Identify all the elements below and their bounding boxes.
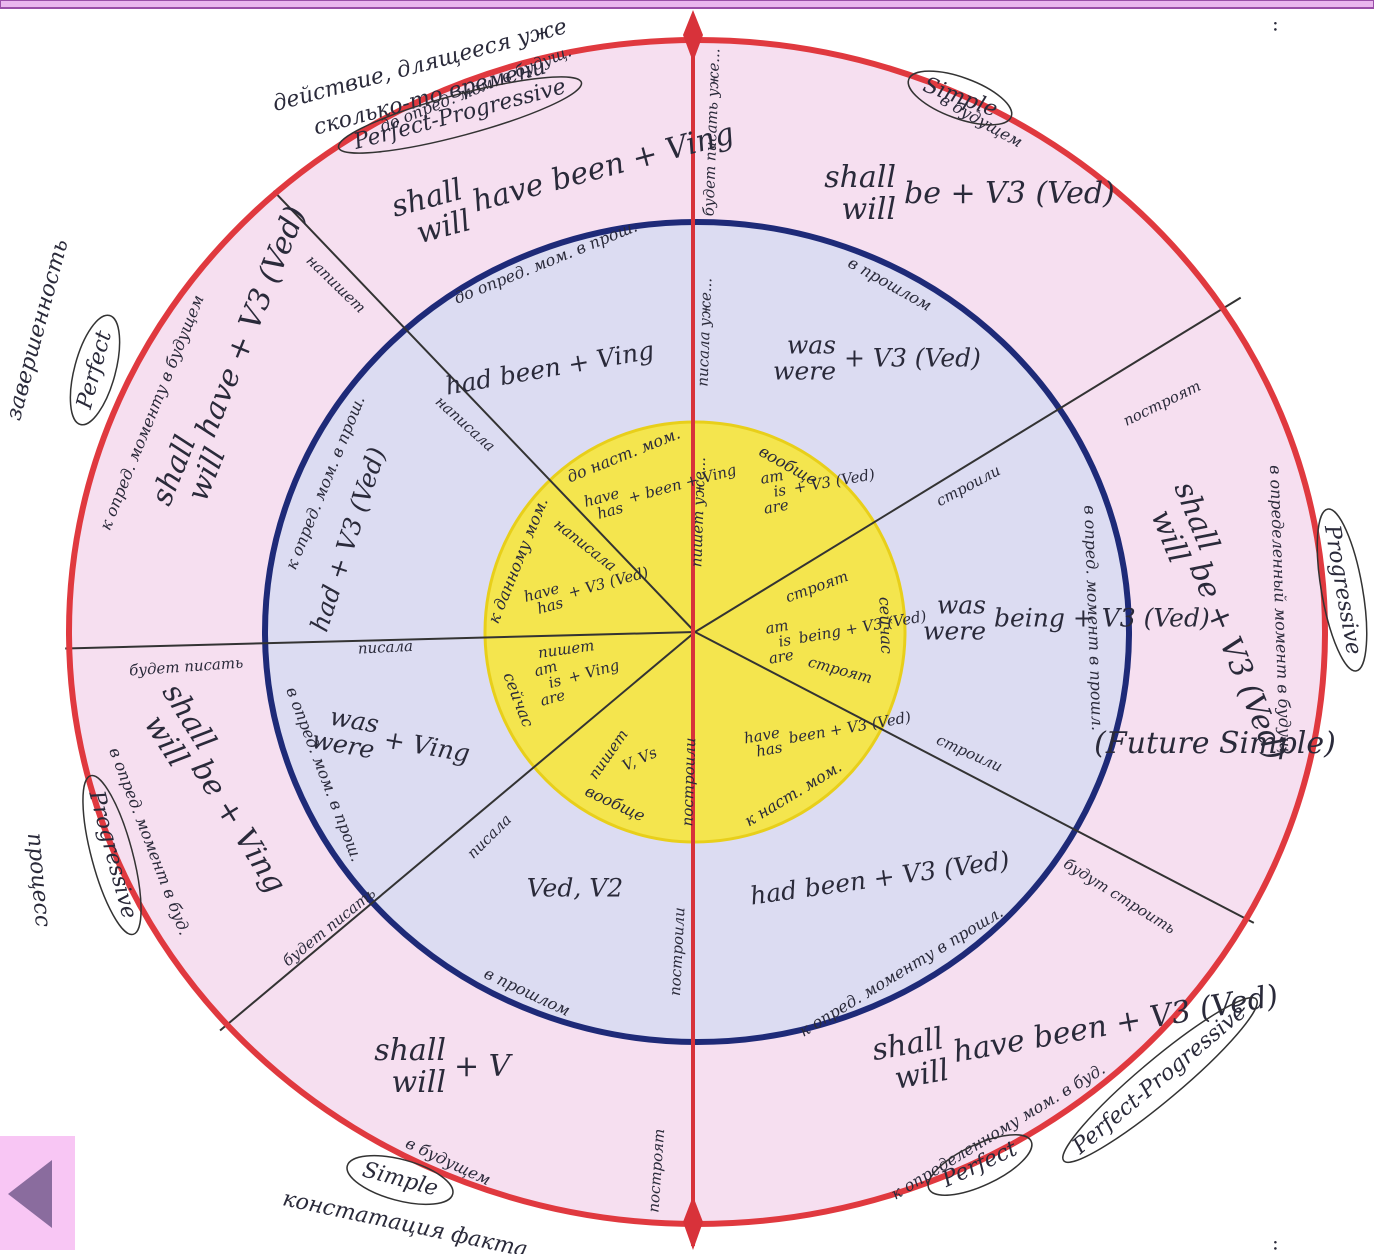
tense-wheel: : : shallwillbe + V3 (Ved)в будущемshall… bbox=[0, 0, 1374, 1254]
auxiliary: will bbox=[392, 1065, 446, 1100]
verb-label: построили bbox=[678, 737, 699, 826]
note: (Future Simple) bbox=[1094, 726, 1336, 761]
formula-rest: + V bbox=[454, 1049, 514, 1084]
formula-rest: be + V3 (Ved) bbox=[904, 176, 1115, 211]
top-bar bbox=[0, 0, 1374, 8]
verb-label: писала уже... bbox=[694, 277, 716, 386]
dots: : bbox=[1272, 1231, 1279, 1254]
dots: : bbox=[1272, 12, 1279, 36]
back-button[interactable] bbox=[0, 1136, 75, 1250]
formula-rest: + V3 (Ved) bbox=[844, 344, 981, 373]
auxiliary: shall bbox=[824, 160, 896, 195]
formula-rest: Ved, V2 bbox=[527, 874, 623, 903]
annotation-text: Perfect bbox=[72, 328, 117, 413]
annotation-text: констатация факта bbox=[280, 1186, 529, 1254]
formula: Ved, V2 bbox=[527, 874, 623, 903]
verb-label: пишет уже... bbox=[687, 457, 709, 568]
auxiliary: will bbox=[842, 192, 896, 227]
auxiliary: was bbox=[937, 591, 986, 620]
verb-label: писала bbox=[357, 637, 413, 658]
annotation: завершенность bbox=[1, 237, 73, 423]
annotation-text: завершенность bbox=[1, 237, 73, 423]
auxiliary: were bbox=[773, 357, 836, 386]
annotation: процесс bbox=[22, 832, 55, 928]
annotation-text: процесс bbox=[22, 832, 55, 928]
qualifier: сейчас bbox=[875, 596, 896, 654]
auxiliary: was bbox=[787, 331, 836, 360]
page: { "future_ring": [ {"qualifier": "в буду… bbox=[0, 0, 1374, 1254]
auxiliary: were bbox=[923, 617, 986, 646]
auxiliary: shall bbox=[374, 1033, 446, 1068]
annotation: констатация факта bbox=[280, 1186, 529, 1254]
